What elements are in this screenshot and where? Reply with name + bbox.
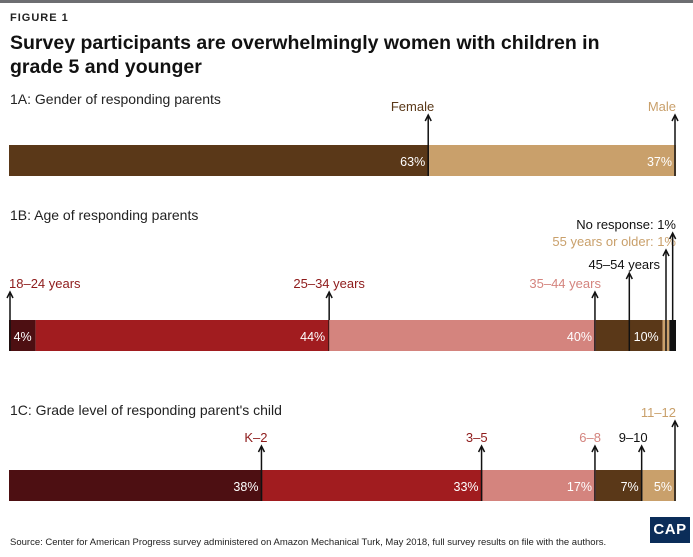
cap-logo: CAP	[650, 517, 690, 543]
chart-title: Survey participants are overwhelmingly w…	[10, 32, 600, 78]
panel-title-grade: 1C: Grade level of responding parent's c…	[10, 402, 282, 418]
category-label: Female	[391, 99, 434, 114]
category-label: 11–12	[641, 405, 676, 420]
arrow-head	[668, 231, 677, 240]
data-label: 40%	[567, 330, 592, 344]
arrow-head	[625, 271, 633, 280]
arrow-head	[6, 290, 14, 299]
bar-segment	[9, 145, 430, 176]
data-label: 63%	[400, 155, 425, 169]
bar-segment	[9, 470, 263, 501]
category-label: No response: 1%	[576, 217, 676, 232]
category-label: 9–10	[619, 430, 648, 445]
arrow-head	[662, 248, 670, 257]
panel-title-age: 1B: Age of responding parents	[10, 207, 199, 223]
panel-title-gender: 1A: Gender of responding parents	[10, 91, 221, 107]
category-label: 3–5	[466, 430, 488, 445]
figure-label: FIGURE 1	[10, 12, 69, 24]
data-label: 4%	[14, 330, 32, 344]
category-label: 55 years or older: 1%	[552, 234, 676, 249]
category-label: 35–44 years	[529, 276, 601, 291]
bar-segment	[595, 470, 643, 501]
arrow-head	[671, 419, 679, 428]
arrow-head	[325, 290, 333, 299]
data-label: 17%	[567, 480, 592, 494]
bar-segment	[429, 145, 676, 176]
data-label: 44%	[300, 330, 325, 344]
bar-segment	[482, 470, 596, 501]
data-label: 10%	[634, 330, 659, 344]
category-label: 18–24 years	[9, 276, 81, 291]
source-note: Source: Center for American Progress sur…	[10, 537, 607, 548]
arrow-head	[257, 444, 266, 453]
bar-segment	[262, 470, 483, 501]
category-label: K–2	[244, 430, 267, 445]
category-label: 25–34 years	[293, 276, 365, 291]
top-rule	[0, 0, 693, 3]
data-label: 38%	[233, 480, 258, 494]
category-label: Male	[648, 99, 676, 114]
data-label: 7%	[621, 480, 639, 494]
arrow-head	[477, 444, 486, 453]
data-label: 5%	[654, 480, 672, 494]
arrow-head	[671, 113, 679, 122]
arrow-head	[591, 444, 599, 453]
bar-segment	[9, 320, 36, 351]
category-label: 45–54 years	[588, 257, 660, 272]
bar-segment	[35, 320, 330, 351]
data-label: 37%	[647, 155, 672, 169]
data-label: 33%	[454, 480, 479, 494]
category-label: 6–8	[579, 430, 601, 445]
arrow-head	[591, 290, 599, 299]
arrow-head	[424, 113, 432, 122]
arrow-head	[637, 444, 646, 453]
bar-segment	[329, 320, 596, 351]
bar-segment	[642, 470, 676, 501]
